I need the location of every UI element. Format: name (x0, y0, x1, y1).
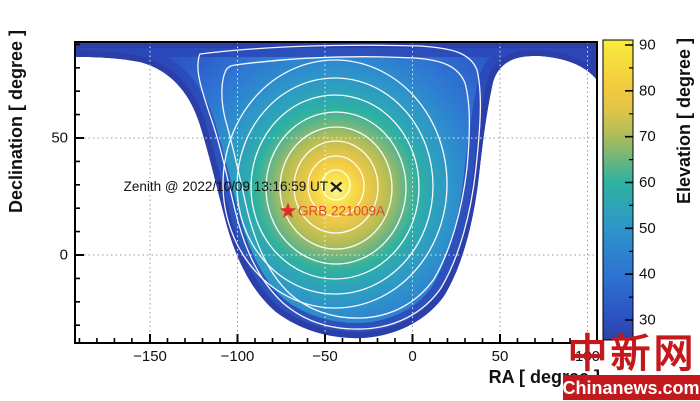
contour-level-50 (250, 94, 420, 280)
colorbar-minor-ticks (629, 67, 633, 298)
x-tick-label-m150: −150 (133, 348, 167, 365)
y-axis-major-ticks (75, 137, 84, 256)
watermark-logo-text: 中新网 (568, 331, 697, 377)
contour-lines (197, 44, 482, 330)
colorbar (602, 39, 634, 341)
colorbar-tick-60: 60 (639, 174, 656, 191)
x-tick-label-0: 0 (408, 348, 416, 365)
contour-level-35 (221, 56, 471, 319)
colorbar-tick-50: 50 (639, 220, 656, 237)
colorbar-title: Elevation [ degree ] (674, 38, 694, 204)
y-tick-label-50: 50 (51, 130, 68, 147)
watermark-logo: 中新网 Chinanews.com (562, 331, 700, 400)
x-tick-label-50: 50 (492, 348, 509, 365)
zenith-x-marker-icon (330, 181, 343, 193)
x-tick-label-m50: −50 (312, 348, 337, 365)
colorbar-tick-30: 30 (639, 312, 656, 329)
contour-level-55 (265, 111, 407, 265)
colorbar-tick-90: 90 (639, 37, 656, 54)
contour-level-45 (236, 77, 434, 295)
contour-level-80 (307, 155, 365, 217)
x-axis-minor-ticks (78, 338, 571, 343)
x-tick-label-100: 100 (575, 348, 600, 365)
grb-star-icon (279, 202, 297, 218)
watermark-site-text: Chinanews.com (562, 378, 699, 398)
contour-level-30 (197, 44, 482, 330)
colorbar-tick-40: 40 (639, 266, 656, 283)
grb-label: GRB 221009A (298, 204, 385, 219)
zenith-label: Zenith @ 2022/10/09 13:16:59 UT (124, 179, 328, 194)
colorbar-major-ticks (625, 44, 633, 321)
colorbar-tick-80: 80 (639, 82, 656, 99)
watermark-banner (563, 375, 700, 400)
colorbar-tick-70: 70 (639, 128, 656, 145)
y-tick-label-0: 0 (60, 247, 68, 264)
plot-frame (74, 41, 598, 344)
contour-level-60 (279, 126, 393, 250)
y-axis-minor-ticks (75, 43, 80, 326)
x-tick-label-m100: −100 (221, 348, 255, 365)
x-axis-major-ticks (149, 334, 589, 343)
contour-level-85 (321, 169, 351, 201)
contour-level-40 (222, 59, 448, 309)
contour-level-70 (293, 140, 379, 234)
gridlines-white (75, 42, 597, 339)
y-axis-title: Declination [ degree ] (6, 30, 26, 213)
